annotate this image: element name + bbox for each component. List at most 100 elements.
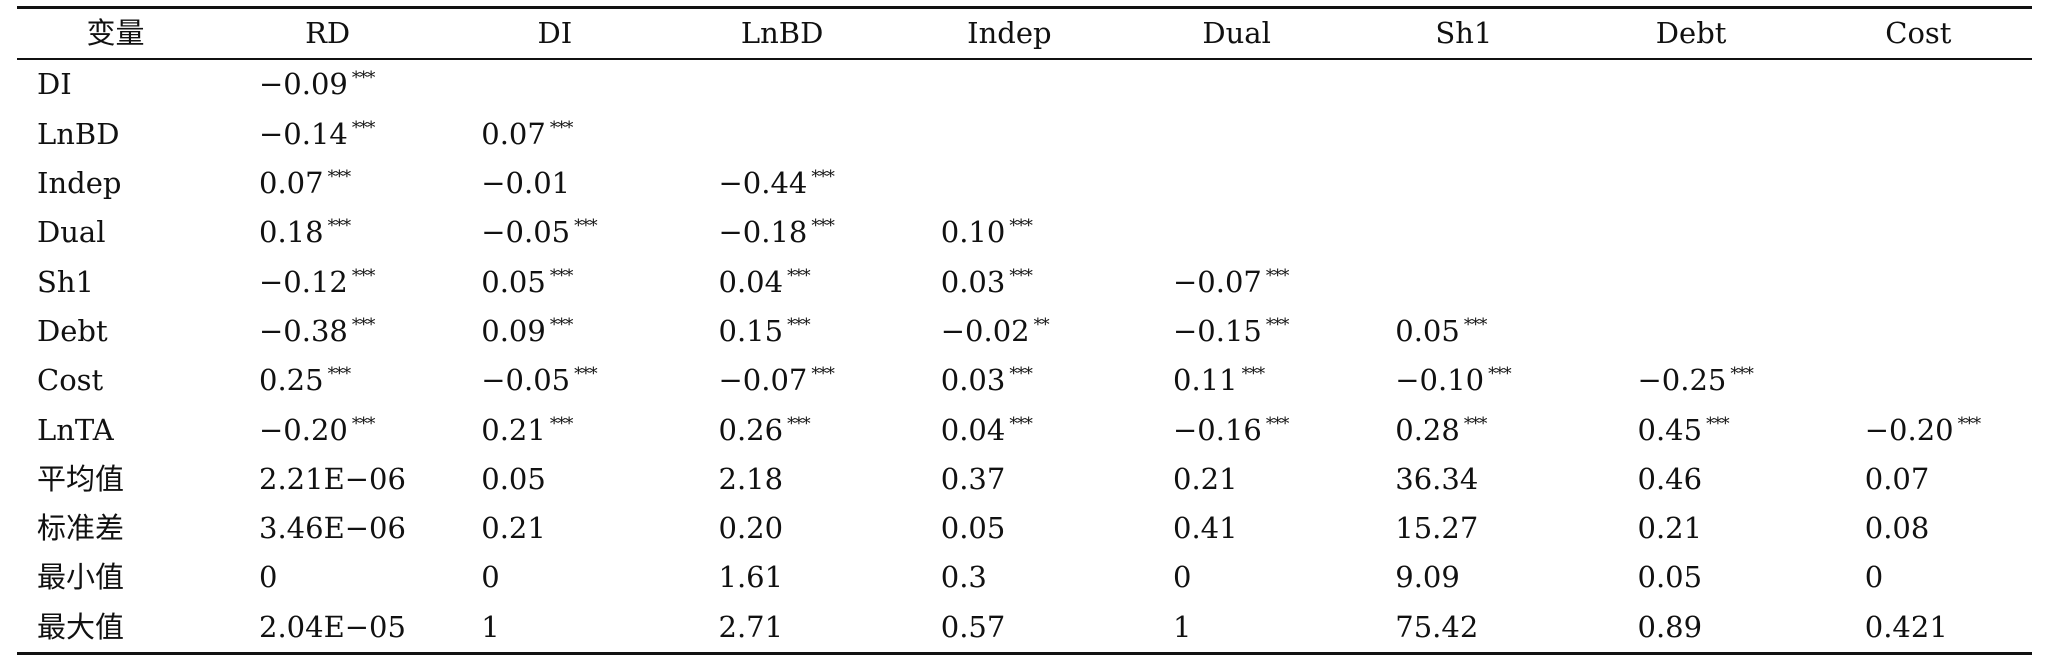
cell-value: 0.09: [481, 313, 546, 348]
table-cell: 0.45 ***: [1578, 405, 1805, 454]
table-cell: 0.08: [1805, 504, 2032, 553]
row-label: DI: [37, 67, 72, 102]
table-cell: 0.07: [1805, 455, 2032, 504]
significance-stars: ***: [549, 265, 573, 286]
cell-value: 2.21E−06: [259, 461, 406, 496]
row-label: 平均值: [37, 461, 125, 496]
table-row: Debt −0.38 *** 0.09 *** 0.15 *** −0.02 ** −0.15 **…: [17, 307, 2032, 356]
table-cell: [1578, 59, 1805, 109]
significance-stars: ***: [1009, 265, 1032, 286]
table-cell: −0.02 **: [896, 307, 1123, 356]
cell-value: −0.05: [481, 215, 571, 250]
table-cell: [1350, 110, 1577, 159]
table-cell: 0.20: [669, 504, 896, 553]
table-cell: 0.41: [1123, 504, 1350, 553]
table-cell: [1350, 208, 1577, 257]
table-cell: −0.18 ***: [669, 208, 896, 257]
significance-stars: ***: [787, 265, 810, 286]
significance-stars: ***: [811, 216, 834, 237]
table-cell: −0.20 ***: [214, 405, 441, 454]
cell-value: −0.38: [259, 313, 348, 348]
cell-value: 9.09: [1395, 560, 1460, 595]
row-label: Sh1: [37, 264, 94, 299]
cell-value: −0.01: [481, 166, 571, 201]
table-cell: [1578, 159, 1805, 208]
column-header: Dual: [1202, 16, 1271, 51]
significance-stars: ***: [1009, 413, 1032, 434]
significance-stars: ***: [1265, 314, 1289, 335]
table-cell: 36.34: [1350, 455, 1577, 504]
cell-value: 0.07: [481, 116, 546, 151]
table-cell: 0.26 ***: [669, 405, 896, 454]
table-cell: 2.04E−05: [214, 603, 441, 654]
table-cell: 0.18 ***: [214, 208, 441, 257]
table-cell: [1805, 307, 2032, 356]
table-cell: 0.421: [1805, 603, 2032, 654]
table-cell: [1578, 307, 1805, 356]
cell-value: −0.10: [1395, 363, 1485, 398]
table-cell: −0.07 ***: [1123, 257, 1350, 306]
table-cell: −0.38 ***: [214, 307, 441, 356]
cell-value: 0: [259, 560, 278, 595]
significance-stars: ***: [351, 413, 375, 434]
table-row: 最大值 2.04E−05 1 2.71 0.57 1 75.42 0.89 0.421: [17, 603, 2032, 654]
table-cell: 0.05: [441, 455, 668, 504]
table-cell: 0.21: [441, 504, 668, 553]
column-header: Sh1: [1435, 16, 1493, 51]
significance-stars: ***: [811, 167, 834, 188]
table-row: Indep 0.07 *** −0.01 −0.44 ***: [17, 159, 2032, 208]
table-row: 最小值 0 0 1.61 0.3 0 9.09 0.05 0: [17, 553, 2032, 602]
significance-stars: ***: [1463, 413, 1487, 434]
cell-value: 0.07: [259, 166, 324, 201]
cell-value: 0: [1864, 560, 1884, 595]
table-row: Dual 0.18 *** −0.05 *** −0.18 *** 0.10 ***: [17, 208, 2032, 257]
row-label: 最小值: [37, 560, 125, 595]
row-label: Dual: [37, 215, 106, 250]
significance-stars: ***: [1463, 314, 1487, 335]
table-row: 平均值 2.21E−06 0.05 2.18 0.37 0.21 36.34 0.46 0.07: [17, 455, 2032, 504]
significance-stars: ***: [1009, 216, 1032, 237]
cell-value: 0.05: [481, 264, 546, 299]
table-cell: 0.21: [1123, 455, 1350, 504]
table-cell: 0.07 ***: [441, 110, 668, 159]
table-cell: 0.28 ***: [1350, 405, 1577, 454]
cell-value: 1.61: [718, 560, 784, 595]
table-cell: [1350, 59, 1577, 109]
table-cell: 9.09: [1350, 553, 1577, 602]
table-cell: −0.05 ***: [441, 356, 668, 405]
table-cell: 0.05: [896, 504, 1123, 553]
significance-stars: ***: [1009, 364, 1032, 385]
cell-value: 0.05: [1395, 313, 1460, 348]
cell-value: −0.15: [1173, 313, 1262, 348]
significance-stars: ***: [1730, 364, 1753, 385]
correlation-table-container: 变量 RD DI LnBD Indep Dual Sh1 Debt Cost DI −0.09 **…: [17, 6, 2032, 655]
cell-value: −0.25: [1637, 363, 1727, 398]
table-cell: −0.05 ***: [441, 208, 668, 257]
table-cell: −0.01: [441, 159, 668, 208]
table-cell: 0: [1123, 553, 1350, 602]
table-cell: 0.57: [896, 603, 1123, 654]
table-cell: [1123, 110, 1350, 159]
cell-value: −0.02: [940, 313, 1030, 348]
table-cell: 0.21: [1578, 504, 1805, 553]
column-header: RD: [305, 16, 351, 51]
row-label: Cost: [37, 363, 104, 398]
row-label: Debt: [37, 313, 108, 348]
table-cell: −0.09 ***: [214, 59, 441, 109]
column-header: Indep: [967, 16, 1052, 51]
table-cell: 0.3: [896, 553, 1123, 602]
table-cell: 0.09 ***: [441, 307, 668, 356]
significance-stars: ***: [351, 265, 375, 286]
cell-value: −0.12: [259, 264, 348, 299]
table-body: DI −0.09 *** LnBD −0.14 *** 0.07 *** Indep 0.07 **…: [17, 59, 2032, 654]
cell-value: −0.20: [259, 412, 348, 447]
cell-value: 75.42: [1395, 609, 1479, 644]
column-header: DI: [537, 16, 573, 51]
table-cell: −0.44 ***: [669, 159, 896, 208]
header-row: 变量 RD DI LnBD Indep Dual Sh1 Debt Cost: [17, 7, 2032, 60]
cell-value: 15.27: [1395, 511, 1479, 546]
cell-value: 0.37: [940, 461, 1006, 496]
table-cell: [1578, 257, 1805, 306]
table-cell: [1805, 110, 2032, 159]
column-header: Debt: [1655, 16, 1727, 51]
